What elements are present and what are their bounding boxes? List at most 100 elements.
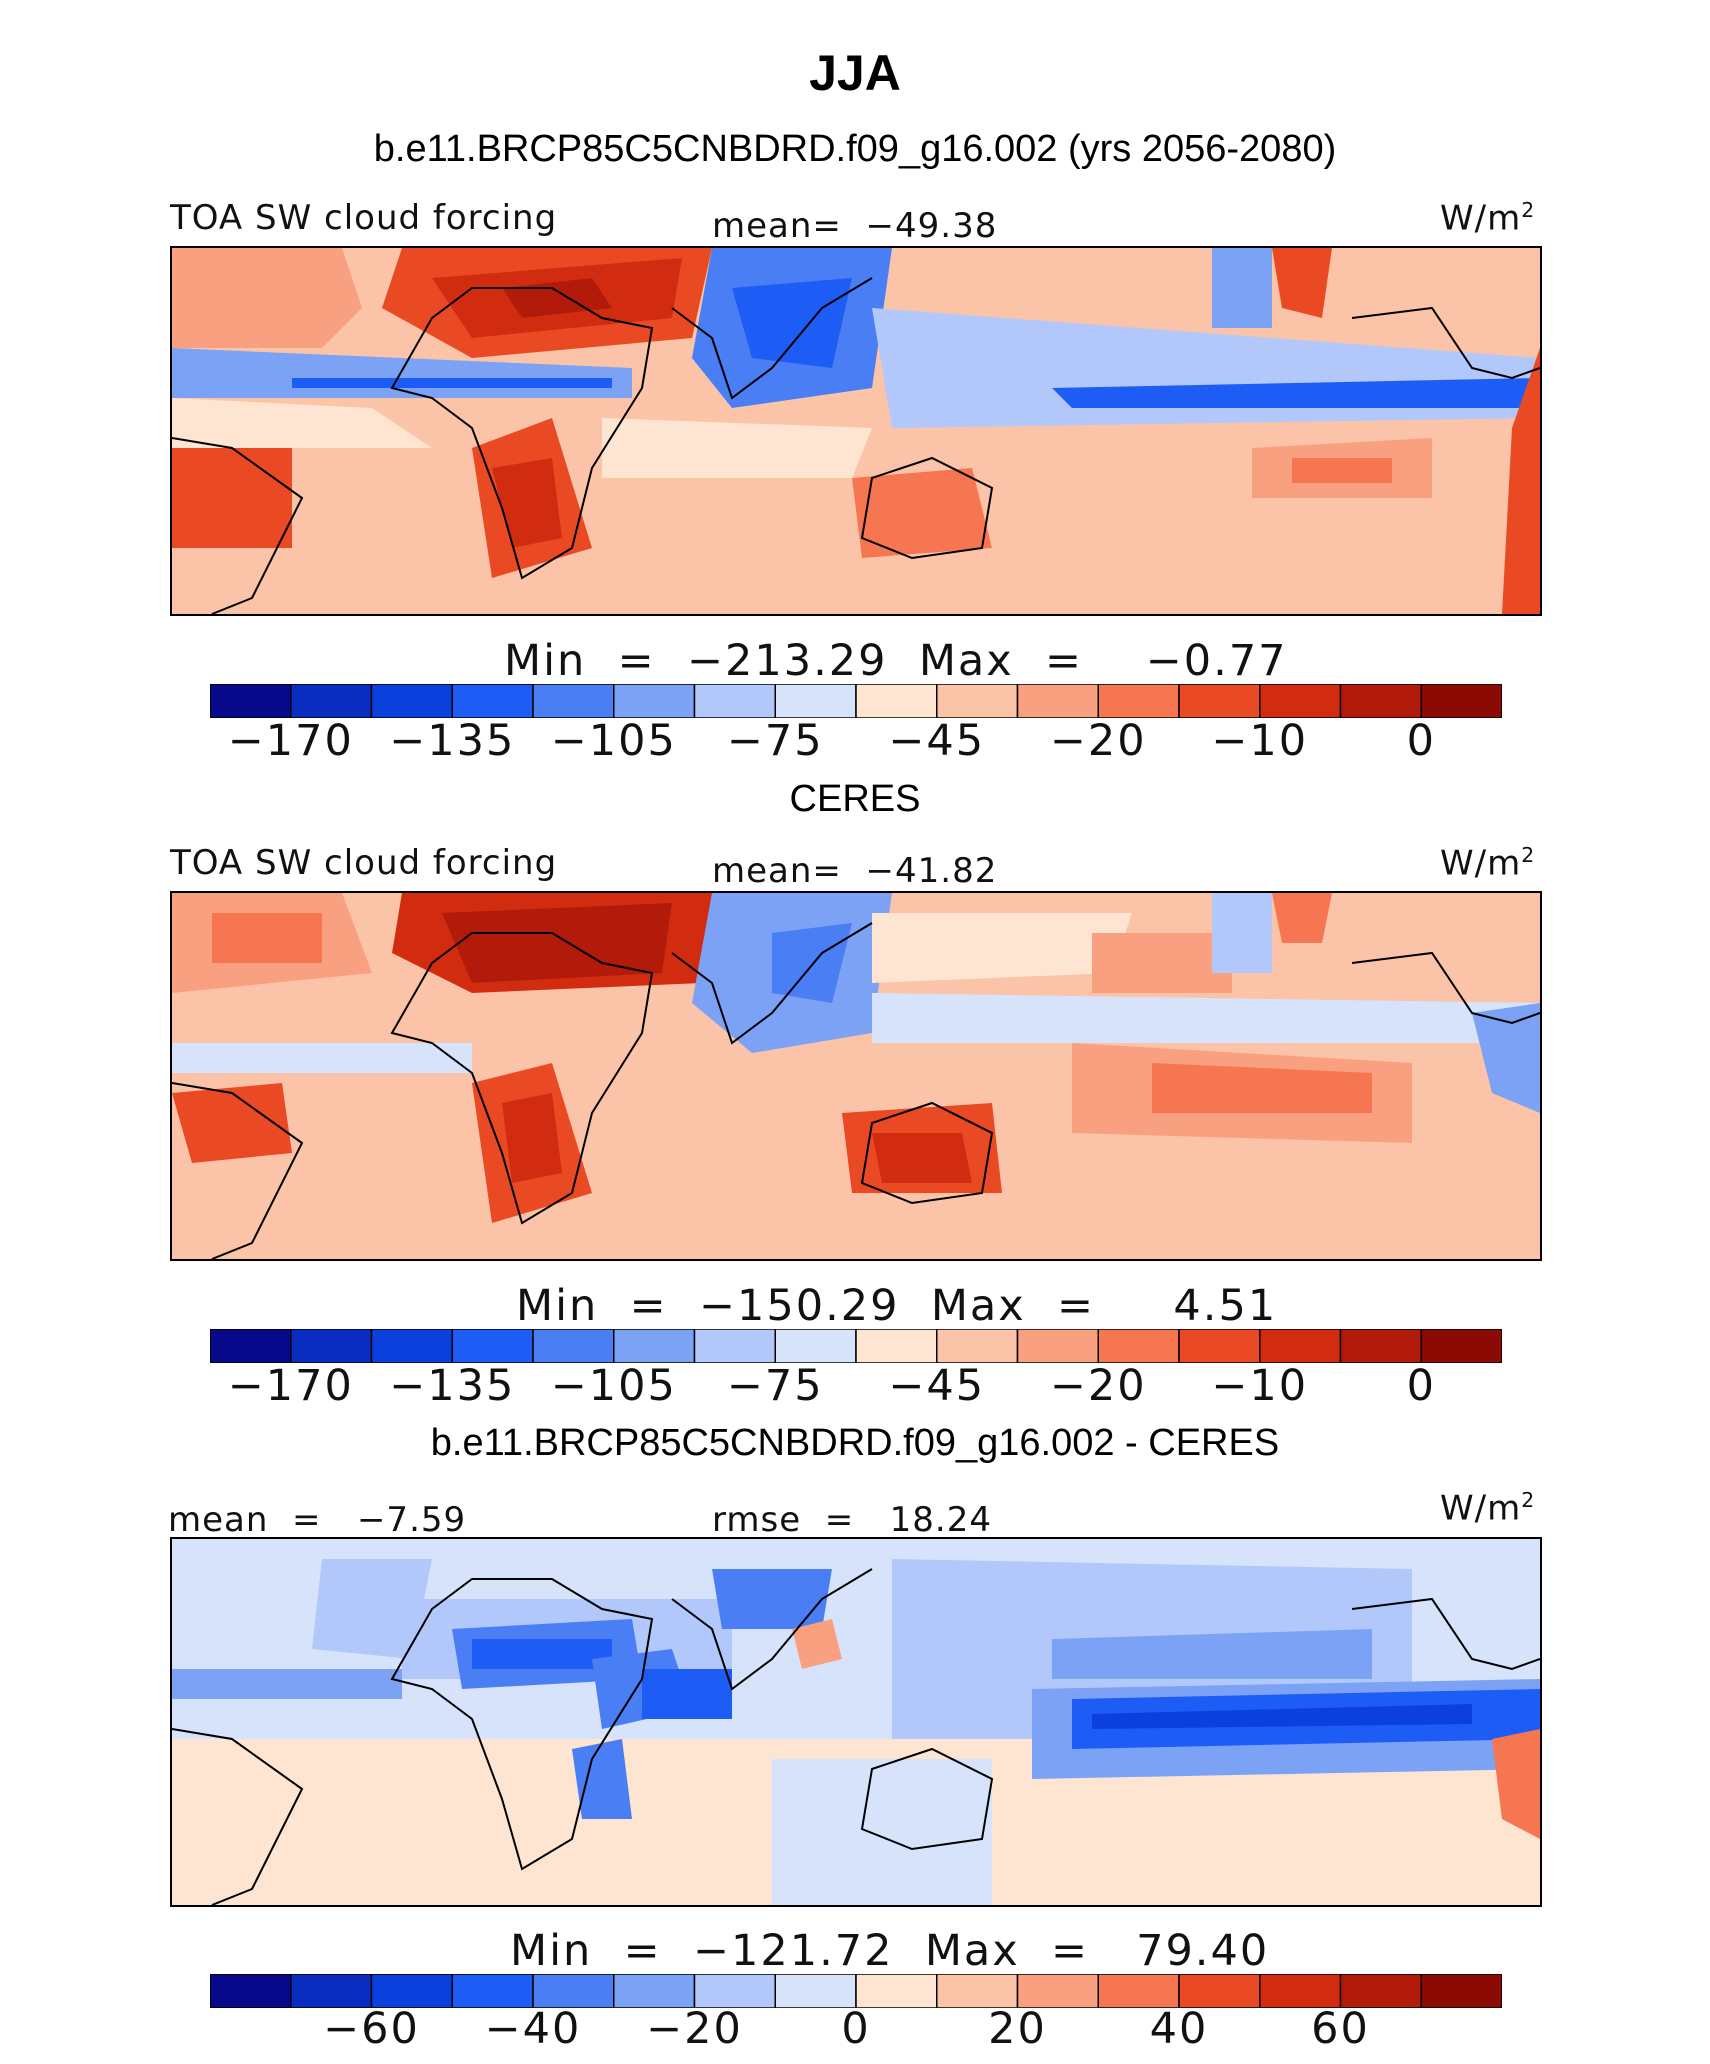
panel-3-units-label: W/m2 (1440, 1488, 1536, 1529)
panel-3-rmse-label: rmse = 18.24 (712, 1500, 992, 1540)
panel-1-variable-label: TOA SW cloud forcing (170, 198, 558, 238)
panel-2-colorbar-swatch (855, 1329, 938, 1363)
panel-3-mean-label: mean = −7.59 (168, 1500, 467, 1540)
figure-title: JJA (809, 45, 901, 101)
panel-1-tick-label: −20 (1049, 716, 1147, 766)
panel-1-colorbar-swatch (1178, 684, 1261, 718)
panel-1-colorbar-swatch (855, 684, 938, 718)
panel-1-tick-label: −75 (726, 716, 824, 766)
panel-2-colorbar-swatch (210, 1329, 292, 1363)
panel-3-colorbar-swatch (1097, 1974, 1180, 2008)
panel-2-contour-field (172, 893, 1540, 1259)
panel-3-colorbar-swatch (290, 1974, 373, 2008)
panel-2-colorbar-swatch (1420, 1329, 1502, 1363)
panel-2-colorbar-swatch (290, 1329, 373, 1363)
panel-2-colorbar-swatch (774, 1329, 857, 1363)
panel-3-colorbar-swatch (855, 1974, 938, 2008)
panel-3-colorbar-swatch (532, 1974, 615, 2008)
panel-3-tick-label: −20 (646, 2004, 743, 2054)
panel-1-tick-label: −10 (1211, 716, 1309, 766)
panel-2-header: CERES (789, 778, 921, 820)
panel-1-tick-label: −135 (389, 716, 516, 766)
panel-3-colorbar-swatch (1420, 1974, 1502, 2008)
panel-2-colorbar (210, 1329, 1502, 1363)
panel-1-colorbar-ticks: −170 −135 −105 −75 −45 −20 −10 0 (0, 716, 1710, 776)
panel-2-colorbar-swatch (1016, 1329, 1099, 1363)
panel-2-range-label: Min = −150.29 Max = 4.51 (516, 1281, 1278, 1331)
panel-1-colorbar-swatch (1339, 684, 1422, 718)
panel-3-colorbar-swatch (613, 1974, 696, 2008)
panel-3-tick-label: −40 (484, 2004, 582, 2054)
panel-3-colorbar-swatch (693, 1974, 776, 2008)
panel-1-map (170, 246, 1542, 616)
panel-3-colorbar-swatch (1339, 1974, 1422, 2008)
panel-2-colorbar-swatch (1259, 1329, 1342, 1363)
panel-1-colorbar-swatch (1420, 684, 1502, 718)
panel-2-colorbar-swatch (370, 1329, 453, 1363)
panel-1-colorbar-swatch (532, 684, 615, 718)
panel-1-colorbar (210, 684, 1502, 718)
panel-2-colorbar-ticks: −170 −135 −105 −75 −45 −20 −10 0 (0, 1361, 1710, 1421)
panel-2-tick-label: −135 (389, 1361, 516, 1411)
panel-1-header: b.e11.BRCP85C5CNBDRD.f09_g16.002 (yrs 20… (373, 128, 1337, 170)
panel-2-colorbar-swatch (451, 1329, 534, 1363)
panel-3-tick-label: 20 (988, 2004, 1047, 2054)
panel-1-colorbar-swatch (613, 684, 696, 718)
panel-2-colorbar-swatch (693, 1329, 776, 1363)
panel-2-tick-label: −75 (726, 1361, 824, 1411)
panel-3-colorbar-swatch (774, 1974, 857, 2008)
panel-3-tick-label: 0 (841, 2004, 871, 2054)
panel-1-colorbar-swatch (774, 684, 857, 718)
panel-1-colorbar-swatch (693, 684, 776, 718)
panel-2-tick-label: 0 (1406, 1361, 1436, 1411)
panel-2-colorbar-swatch (532, 1329, 615, 1363)
panel-2-colorbar-swatch (1339, 1329, 1422, 1363)
panel-2-tick-label: −20 (1049, 1361, 1147, 1411)
panel-2-map (170, 891, 1542, 1261)
panel-2-tick-label: −105 (550, 1361, 677, 1411)
panel-3-tick-label: 60 (1311, 2004, 1370, 2054)
panel-1-range-label: Min = −213.29 Max = −0.77 (504, 636, 1288, 686)
panel-3-colorbar-swatch (370, 1974, 453, 2008)
panel-1-units-label: W/m2 (1440, 198, 1536, 239)
panel-2-units-label: W/m2 (1440, 843, 1536, 884)
panel-2-colorbar-swatch (936, 1329, 1019, 1363)
panel-3-colorbar-swatch (210, 1974, 292, 2008)
panel-1-mean-label: mean= −49.38 (712, 206, 998, 246)
panel-1-colorbar-swatch (370, 684, 453, 718)
panel-1-colorbar-swatch (210, 684, 292, 718)
panel-2-colorbar-swatch (1097, 1329, 1180, 1363)
panel-3-colorbar-ticks: −60 −40 −20 0 20 40 60 (0, 2004, 1710, 2064)
panel-3-colorbar-swatch (1178, 1974, 1261, 2008)
panel-2-tick-label: −45 (888, 1361, 986, 1411)
panel-3-range-label: Min = −121.72 Max = 79.40 (510, 1926, 1270, 1976)
panel-2-colorbar-swatch (1178, 1329, 1261, 1363)
panel-1-tick-label: −170 (227, 716, 354, 766)
panel-2-colorbar-swatch (613, 1329, 696, 1363)
panel-3-colorbar-swatch (1259, 1974, 1342, 2008)
panel-1-tick-label: −45 (888, 716, 986, 766)
panel-2-variable-label: TOA SW cloud forcing (170, 843, 558, 883)
panel-1-tick-label: −105 (550, 716, 677, 766)
panel-2-mean-label: mean= −41.82 (712, 851, 998, 891)
panel-3-map (170, 1537, 1542, 1907)
panel-1-contour-field (172, 248, 1540, 614)
panel-1-tick-label: 0 (1406, 716, 1436, 766)
panel-1-colorbar-swatch (290, 684, 373, 718)
panel-3-colorbar-swatch (936, 1974, 1019, 2008)
panel-3-colorbar-swatch (451, 1974, 534, 2008)
panel-1-colorbar-swatch (936, 684, 1019, 718)
panel-2-tick-label: −10 (1211, 1361, 1309, 1411)
panel-3-colorbar (210, 1974, 1502, 2008)
panel-3-tick-label: 40 (1149, 2004, 1209, 2054)
panel-3-contour-field (172, 1539, 1540, 1905)
panel-1-colorbar-swatch (1259, 684, 1342, 718)
panel-3-header: b.e11.BRCP85C5CNBDRD.f09_g16.002 - CERES (430, 1422, 1280, 1464)
panel-2-tick-label: −170 (227, 1361, 354, 1411)
panel-1-colorbar-swatch (1016, 684, 1099, 718)
panel-3-tick-label: −60 (323, 2004, 420, 2054)
panel-1-colorbar-swatch (1097, 684, 1180, 718)
panel-3-colorbar-swatch (1016, 1974, 1099, 2008)
panel-1-colorbar-swatch (451, 684, 534, 718)
